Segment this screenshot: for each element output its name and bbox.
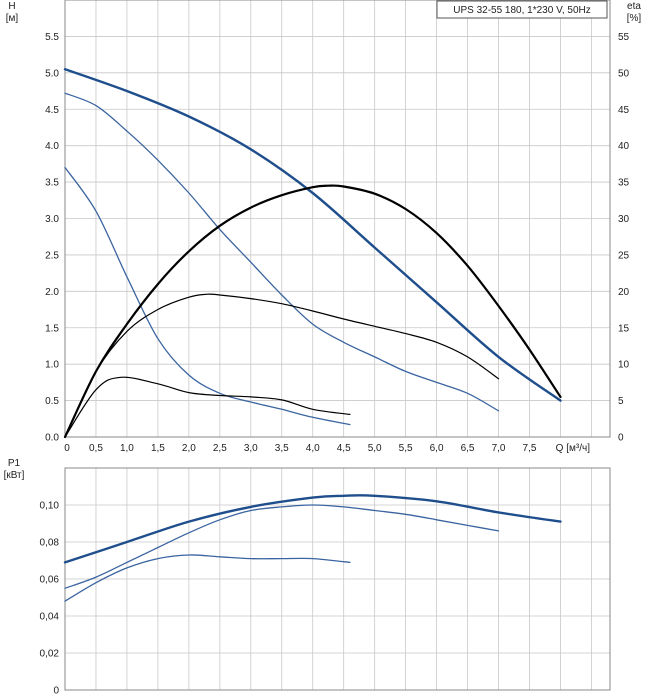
y2-tick-label: 15 <box>618 323 630 334</box>
x-tick-label: 7,0 <box>492 443 506 454</box>
y2-tick-label: 50 <box>618 68 630 79</box>
y2-tick-label: 0 <box>618 433 624 444</box>
y-tick-label: 0.5 <box>45 396 59 407</box>
x-axis-label: Q [м³/ч] <box>556 443 591 454</box>
head-efficiency-panel: 0.0 0.5 1.0 1.5 2.0 2.5 3.0 3.5 4.0 4.5 5.0 5.5 0 5 10… <box>6 0 642 454</box>
x-tick-label: 5,5 <box>399 443 413 454</box>
x-tick-label: 5,0 <box>368 443 382 454</box>
x-tick-label: 3,0 <box>244 443 258 454</box>
y2-tick-label: 35 <box>618 178 630 189</box>
y2-tick-label: 20 <box>618 287 630 298</box>
x-tick-label: 2,0 <box>182 443 196 454</box>
y2-tick-label: 25 <box>618 250 630 261</box>
x-tick-label: 1,5 <box>151 443 165 454</box>
y-tick-label: 3.5 <box>45 178 59 189</box>
x-tick-label: 4,5 <box>337 443 351 454</box>
y-tick-label: 0,04 <box>40 612 60 623</box>
power-curve-2 <box>64 504 500 589</box>
head-curve-2 <box>64 92 500 412</box>
power-curve-3 <box>64 554 351 602</box>
y2-axis-unit: [%] <box>627 13 642 24</box>
title-box <box>436 0 608 19</box>
y-tick-label: 0 <box>53 686 59 697</box>
y-tick-label: 0,02 <box>40 649 60 660</box>
y2-tick-label: 30 <box>618 214 630 225</box>
y-tick-label: 3.0 <box>45 214 59 225</box>
y2-tick-label: 5 <box>618 396 624 407</box>
y-tick-label: 1.0 <box>45 360 59 371</box>
plot-frame <box>64 0 611 438</box>
y2-tick-label: 55 <box>618 32 630 43</box>
eta-curve-4 <box>63 184 562 439</box>
y-axis-label: P1 <box>8 458 21 469</box>
x-tick-label: 4,0 <box>306 443 320 454</box>
y-tick-label: 2.0 <box>45 287 59 298</box>
chart-title: UPS 32-55 180, 1*230 V, 50Hz <box>453 5 591 16</box>
x-tick-label: 7,5 <box>523 443 537 454</box>
eta-curve-5 <box>64 293 500 438</box>
head-curve-1 <box>63 68 562 402</box>
x-tick-label: 3,5 <box>275 443 289 454</box>
y-axis-label: H <box>8 1 15 12</box>
x-tick-label: 0 <box>64 443 70 454</box>
y-tick-label: 1.5 <box>45 323 59 334</box>
plot-frame <box>64 467 611 691</box>
y-tick-label: 0.0 <box>45 433 59 444</box>
eta-curve-6 <box>64 376 351 438</box>
y-tick-label: 4.0 <box>45 141 59 152</box>
y-tick-label: 5.5 <box>45 32 59 43</box>
y2-tick-label: 10 <box>618 360 630 371</box>
x-tick-label: 6,0 <box>430 443 444 454</box>
power-curve-1 <box>63 494 562 564</box>
x-tick-label: 0,5 <box>89 443 103 454</box>
y2-tick-label: 40 <box>618 141 630 152</box>
y-axis-unit: [м] <box>6 13 19 24</box>
x-tick-label: 2,5 <box>213 443 227 454</box>
power-panel: 0 0,02 0,04 0,06 0,08 0,10 P1[кВт] <box>4 458 611 697</box>
head-curve-3 <box>64 166 351 426</box>
y2-tick-label: 45 <box>618 105 630 116</box>
y-tick-label: 0,08 <box>40 538 60 549</box>
y-tick-label: 5.0 <box>45 68 59 79</box>
y-tick-label: 2.5 <box>45 250 59 261</box>
x-tick-label: 1,0 <box>120 443 134 454</box>
x-tick-label: 6,5 <box>461 443 475 454</box>
y-tick-label: 0,06 <box>40 575 60 586</box>
y2-axis-label: eta <box>627 1 641 12</box>
y-tick-label: 0,10 <box>40 501 60 512</box>
y-tick-label: 4.5 <box>45 105 59 116</box>
y-axis-unit: [кВт] <box>4 470 25 481</box>
